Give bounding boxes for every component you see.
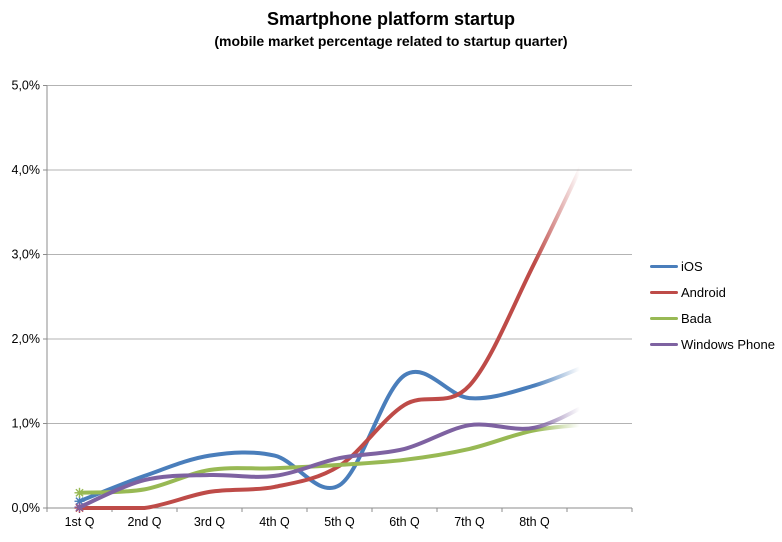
legend-item-bada: Bada	[650, 309, 775, 327]
x-tick-label: 7th Q	[454, 515, 485, 529]
series-start-marker-bada	[75, 488, 84, 497]
chart-legend: iOS Android Bada Windows Phone	[650, 257, 775, 361]
legend-line-sample-bada	[650, 316, 678, 320]
x-tick-label: 5th Q	[324, 515, 355, 529]
series-line-windows-phone	[77, 396, 602, 510]
legend-label: Android	[681, 284, 726, 300]
series-line-android	[77, 125, 602, 511]
x-tick-label: 3rd Q	[194, 515, 226, 529]
series-line-ios	[77, 358, 602, 504]
legend-item-android: Android	[650, 283, 775, 301]
series-start-marker-ios	[75, 497, 84, 506]
legend-label: Bada	[681, 310, 712, 326]
x-tick-label: 2nd Q	[127, 515, 161, 529]
x-tick-label: 8th Q	[519, 515, 550, 529]
legend-item-ios: iOS	[650, 257, 775, 275]
legend-line-sample-android	[650, 290, 678, 294]
x-tick-label: 6th Q	[389, 515, 420, 529]
chart-title: Smartphone platform startup	[266, 9, 516, 29]
legend-line-sample-windows-phone	[650, 342, 678, 346]
y-tick-label: 0,0%	[12, 501, 41, 515]
y-tick-label: 1,0%	[12, 417, 41, 431]
legend-line-sample-ios	[650, 264, 678, 268]
y-tick-label: 2,0%	[12, 332, 41, 346]
chart-subtitle: (mobile market percentage related to sta…	[214, 33, 568, 49]
series-line-bada	[77, 421, 602, 495]
legend-label: iOS	[681, 258, 703, 274]
series-start-marker-windows-phone	[75, 503, 84, 512]
x-tick-label: 4th Q	[259, 515, 290, 529]
x-tick-label: 1st Q	[65, 515, 95, 529]
legend-label: Windows Phone	[681, 336, 775, 352]
y-tick-label: 3,0%	[12, 248, 41, 262]
y-tick-label: 5,0%	[12, 79, 41, 93]
legend-item-windows-phone: Windows Phone	[650, 335, 775, 353]
y-tick-label: 4,0%	[12, 163, 41, 177]
